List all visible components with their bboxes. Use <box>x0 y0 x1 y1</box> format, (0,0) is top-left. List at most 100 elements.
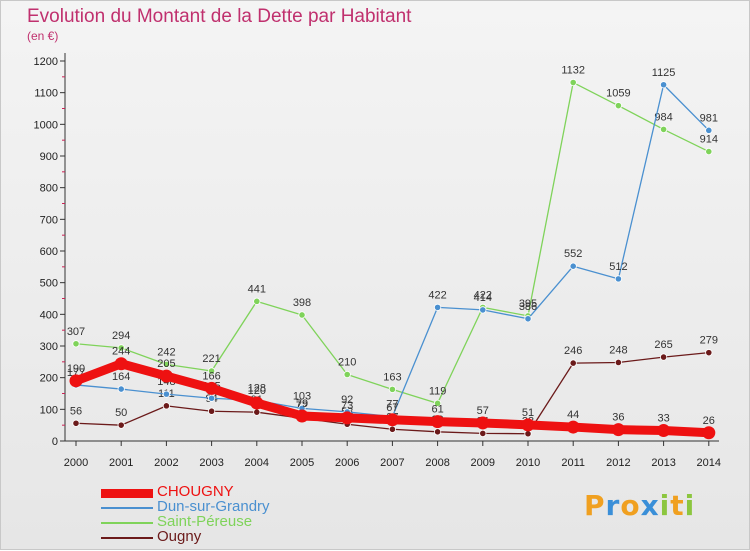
data-label-chougny: 244 <box>112 346 130 358</box>
data-point-ougny <box>72 419 80 427</box>
data-label-dun-sur-grandry: 128 <box>248 382 266 394</box>
logo-letter: i <box>659 489 671 522</box>
data-label-saint-pereuse: 163 <box>383 371 401 383</box>
legend-item: Dun-sur-Grandry <box>101 498 361 515</box>
data-point-ougny <box>614 358 623 367</box>
data-label-dun-sur-grandry: 103 <box>293 390 311 402</box>
x-tick-label: 2008 <box>425 457 449 469</box>
data-point-chougny <box>295 409 309 423</box>
data-label-saint-pereuse: 398 <box>293 297 311 309</box>
data-label-chougny: 73 <box>341 400 353 412</box>
data-label-saint-pereuse: 1059 <box>606 88 630 100</box>
data-label-saint-pereuse: 395 <box>519 298 537 310</box>
y-tick-label: 1100 <box>34 88 58 100</box>
legend-label: Ougny <box>157 528 202 545</box>
data-label-saint-pereuse: 210 <box>338 357 356 369</box>
data-label-dun-sur-grandry: 552 <box>564 248 582 260</box>
data-point-ougny <box>433 428 442 436</box>
data-point-saint-pereuse <box>659 125 668 133</box>
data-point-ougny <box>162 402 170 410</box>
data-point-saint-pereuse <box>117 344 125 352</box>
data-point-chougny <box>385 413 399 427</box>
data-point-chougny <box>657 424 671 438</box>
data-point-ougny <box>208 407 216 415</box>
y-tick-label: 500 <box>40 278 58 290</box>
data-point-dun-sur-grandry <box>162 390 170 398</box>
x-tick-label: 2012 <box>606 457 630 469</box>
data-label-chougny: 44 <box>567 409 579 421</box>
data-label-ougny: 50 <box>115 407 127 419</box>
logo-letter: P <box>584 489 606 522</box>
data-point-dun-sur-grandry <box>524 315 532 323</box>
legend-item: Saint-Péreuse <box>101 513 361 530</box>
data-label-chougny: 79 <box>296 398 308 410</box>
data-label-saint-pereuse: 984 <box>654 111 672 123</box>
data-label-chougny: 36 <box>612 412 624 424</box>
legend-swatch <box>101 507 153 509</box>
chart-title: Evolution du Montant de la Dette par Hab… <box>27 6 412 27</box>
data-point-saint-pereuse <box>208 367 216 375</box>
data-label-chougny: 67 <box>386 402 398 414</box>
data-label-ougny: 56 <box>70 405 82 417</box>
data-label-saint-pereuse: 242 <box>157 346 175 358</box>
x-tick-label: 2001 <box>109 457 133 469</box>
y-tick-label: 800 <box>40 183 58 195</box>
data-point-saint-pereuse <box>162 360 170 368</box>
legend-label: CHOUGNY <box>157 483 234 500</box>
data-label-saint-pereuse: 1132 <box>561 65 585 77</box>
data-point-saint-pereuse <box>253 297 261 305</box>
data-point-dun-sur-grandry <box>433 303 442 311</box>
data-label-chougny: 61 <box>431 404 443 416</box>
data-label-ougny: 248 <box>609 344 627 356</box>
x-tick-label: 2009 <box>471 457 495 469</box>
chart-unit: (en €) <box>27 29 59 43</box>
data-point-chougny <box>250 396 264 410</box>
data-point-chougny <box>476 416 490 430</box>
y-tick-label: 200 <box>40 373 58 385</box>
data-label-chougny: 190 <box>67 363 85 375</box>
y-tick-label: 600 <box>40 246 58 258</box>
data-label-chougny: 26 <box>703 415 715 427</box>
data-point-chougny <box>69 374 83 388</box>
data-point-saint-pereuse <box>298 311 306 319</box>
legend-item: CHOUGNY <box>101 483 361 500</box>
x-tick-label: 2013 <box>651 457 675 469</box>
data-point-saint-pereuse <box>705 147 713 156</box>
logo-letter: i <box>684 489 696 522</box>
data-label-chougny: 57 <box>477 405 489 417</box>
data-label-dun-sur-grandry: 386 <box>519 301 537 313</box>
y-tick-label: 1000 <box>34 119 58 131</box>
data-point-ougny <box>479 429 487 437</box>
y-tick-label: 900 <box>40 151 58 163</box>
data-point-saint-pereuse <box>433 399 442 407</box>
data-label-saint-pereuse: 221 <box>202 353 220 365</box>
data-label-dun-sur-grandry: 164 <box>112 371 130 383</box>
x-tick-label: 2007 <box>380 457 404 469</box>
data-point-ougny <box>659 353 668 361</box>
data-label-ougny: 279 <box>700 335 718 347</box>
data-point-dun-sur-grandry <box>208 394 216 402</box>
logo-letter: r <box>605 489 621 522</box>
data-label-dun-sur-grandry: 92 <box>341 394 353 406</box>
x-tick-label: 2005 <box>290 457 314 469</box>
data-point-ougny <box>117 421 125 429</box>
data-label-dun-sur-grandry: 512 <box>609 261 627 273</box>
data-point-chougny <box>702 426 716 440</box>
data-point-saint-pereuse <box>388 385 396 393</box>
y-tick-label: 1200 <box>34 56 58 68</box>
data-point-ougny <box>253 408 261 416</box>
y-tick-label: 700 <box>40 214 58 226</box>
x-tick-label: 2000 <box>64 457 88 469</box>
data-point-saint-pereuse <box>569 78 577 87</box>
x-tick-label: 2010 <box>516 457 540 469</box>
data-point-chougny <box>431 415 445 429</box>
data-point-dun-sur-grandry <box>117 385 125 393</box>
data-point-chougny <box>159 369 173 383</box>
proxiti-logo: Proxiti <box>584 489 695 522</box>
y-tick-label: 400 <box>40 309 58 321</box>
x-tick-label: 2011 <box>561 457 585 469</box>
data-point-dun-sur-grandry <box>659 81 668 89</box>
logo-letter: t <box>670 489 685 522</box>
